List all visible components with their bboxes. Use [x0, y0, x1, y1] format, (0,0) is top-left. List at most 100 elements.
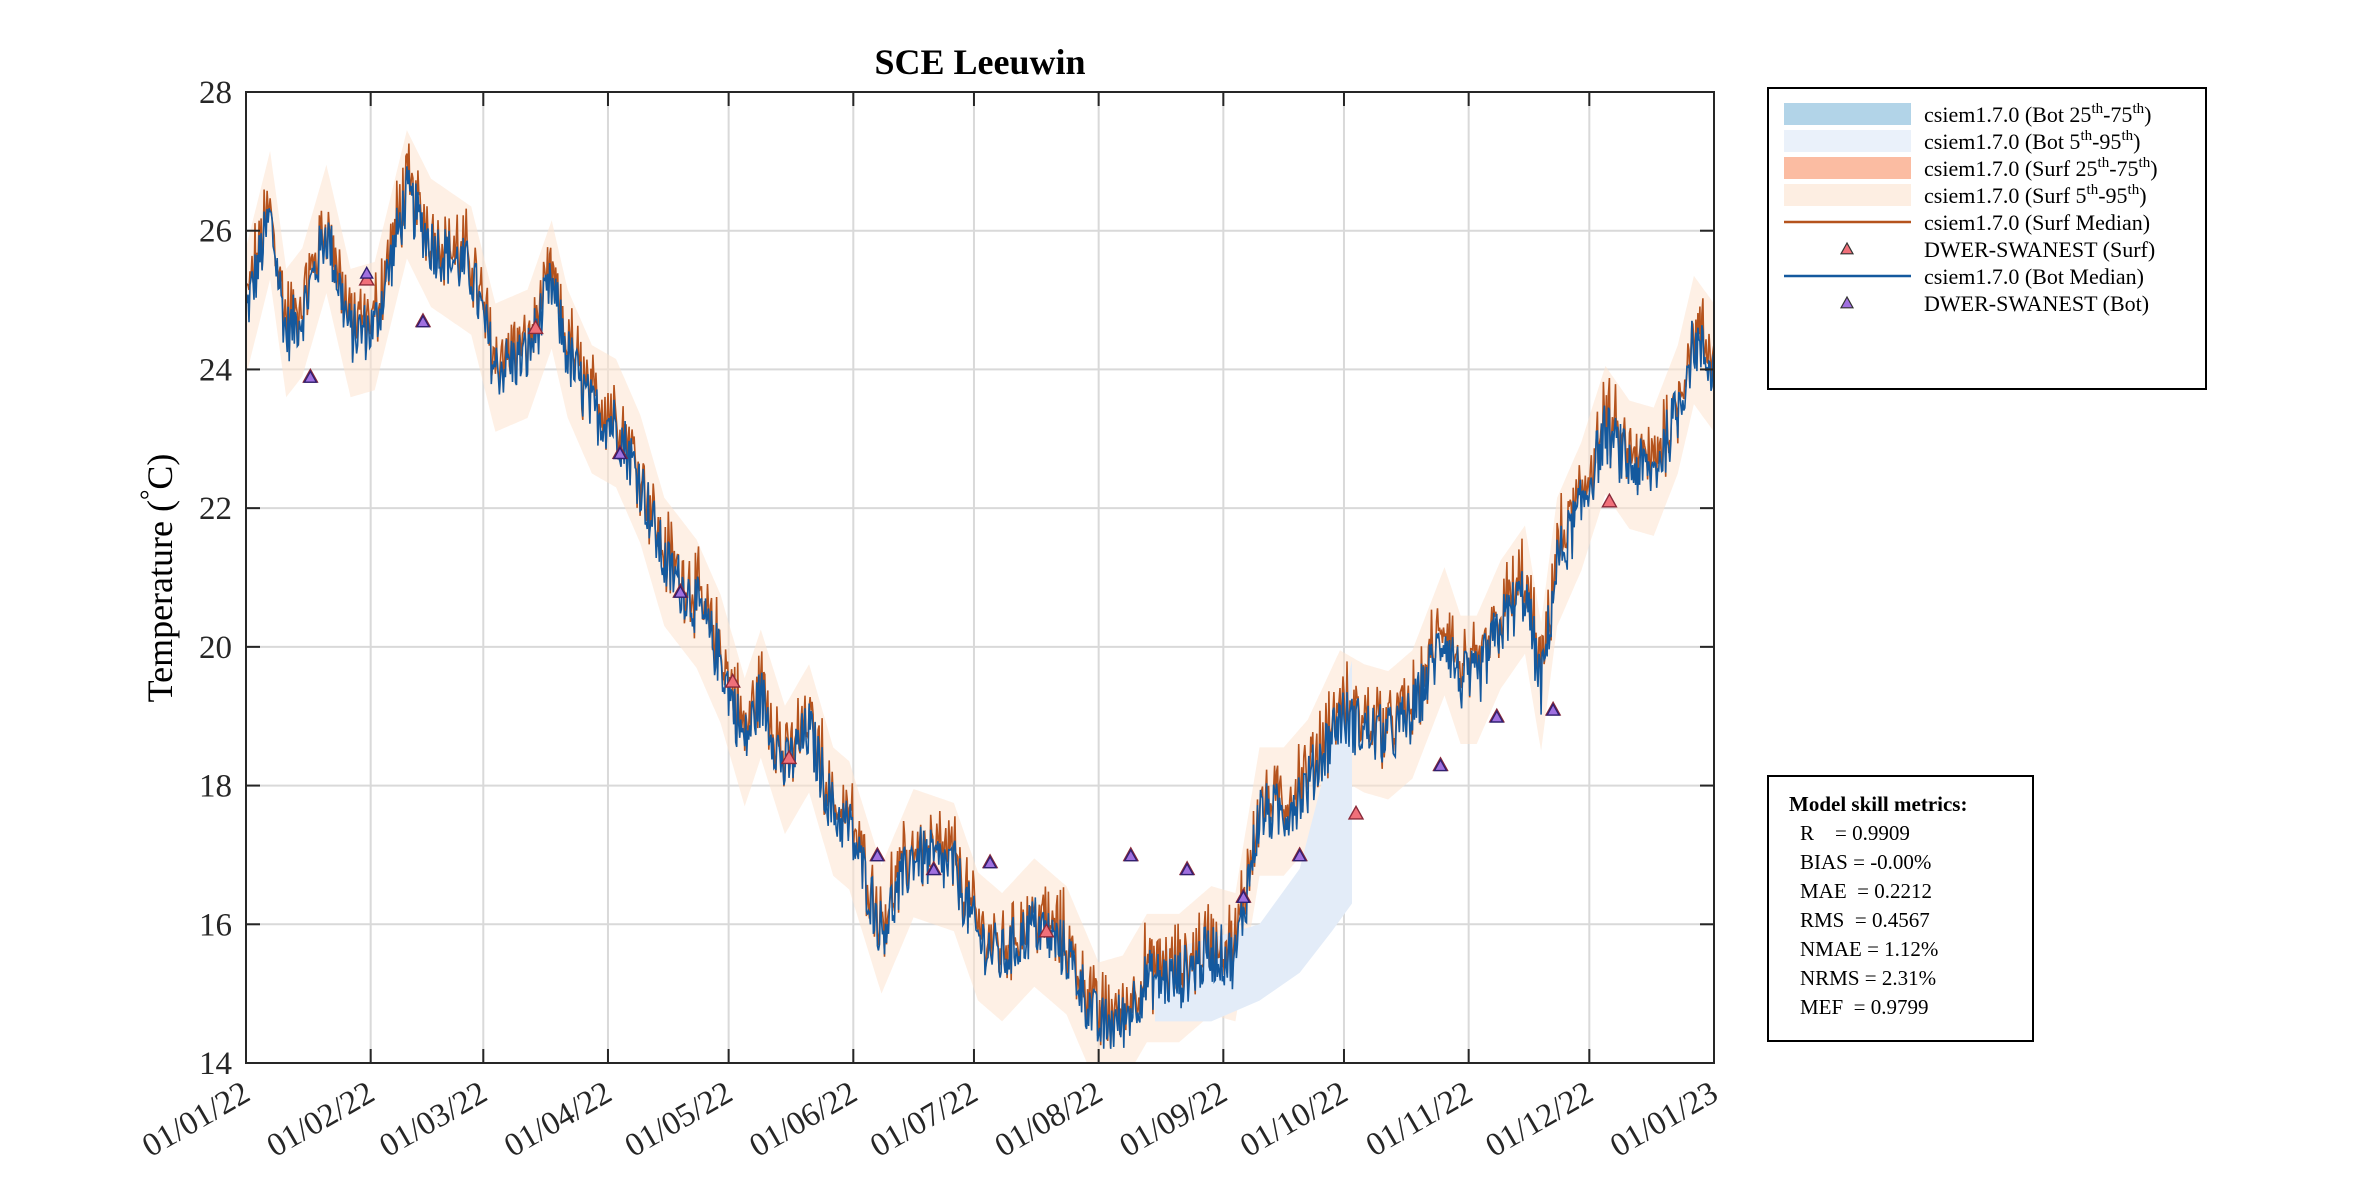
- obs-bot-marker: [982, 855, 998, 869]
- metric-line: NRMS = 2.31%: [1800, 966, 1936, 990]
- obs-bot-marker: [303, 369, 318, 383]
- legend-label-part: th: [2121, 128, 2133, 144]
- legend-label: DWER-SWANEST (Bot): [1924, 291, 2149, 316]
- legend-label-part: csiem1.7.0 (Surf 5: [1924, 183, 2087, 208]
- series: [245, 143, 1715, 1049]
- metric-line: RMS = 0.4567: [1800, 908, 1930, 932]
- y-axis-label-main: Temperature (: [140, 500, 180, 702]
- legend-label: csiem1.7.0 (Surf Median): [1924, 210, 2150, 235]
- x-tick-label: 01/04/22: [498, 1075, 618, 1165]
- obs-bot-marker: [415, 314, 431, 328]
- y-axis-label-degree: °: [135, 490, 164, 500]
- y-tick-label: 28: [199, 75, 232, 111]
- obs-bot-marker: [673, 584, 688, 598]
- metric-line: R = 0.9909: [1800, 821, 1910, 845]
- bot-percentile-band: [1155, 660, 1352, 1022]
- legend-swatch: [1839, 241, 1855, 255]
- legend-label-part: th: [2128, 182, 2140, 198]
- legend-swatch: [1784, 184, 1911, 206]
- y-tick-label: 22: [199, 491, 232, 527]
- obs-surf-marker: [1601, 492, 1618, 508]
- obs-bot-marker: [1236, 890, 1251, 903]
- legend-label-part: ): [2133, 129, 2140, 154]
- y-axis-tick-labels: 14 16 18 20 22 24 26 28: [199, 75, 232, 1082]
- legend-swatch: [1784, 130, 1911, 152]
- legend-label-part: ): [2139, 183, 2146, 208]
- legend-label: DWER-SWANEST (Surf): [1924, 237, 2155, 262]
- metric-line: MAE = 0.2212: [1800, 879, 1932, 903]
- legend-label-part: csiem1.7.0 (Bot 5: [1924, 129, 2080, 154]
- legend-label-part: -75: [2103, 102, 2132, 127]
- x-tick-label: 01/02/22: [261, 1075, 381, 1165]
- obs-bot-marker: [1179, 862, 1195, 876]
- legend-label-part: th: [2139, 155, 2151, 171]
- legend: csiem1.7.0 (Bot 25th-75th)csiem1.7.0 (Bo…: [1767, 87, 2207, 390]
- legend-label-part: csiem1.7.0 (Surf 25: [1924, 156, 2098, 181]
- obs-bot-marker: [1123, 848, 1138, 862]
- obs-bot-marker: [1433, 758, 1448, 772]
- y-axis-label-unit: C): [140, 454, 180, 490]
- obs-surf-marker: [1347, 804, 1365, 820]
- plot-frame: [245, 91, 1715, 1064]
- chart-title: SCE Leeuwin: [874, 42, 1085, 82]
- legend-swatch: [1784, 157, 1911, 179]
- legend-swatch: [1784, 103, 1911, 125]
- y-tick-label: 24: [199, 352, 232, 388]
- legend-label: csiem1.7.0 (Surf 5th-95th): [1924, 182, 2147, 208]
- x-tick-label: 01/08/22: [989, 1075, 1109, 1165]
- obs-bot-marker: [870, 848, 885, 862]
- legend-label: csiem1.7.0 (Bot 25th-75th): [1924, 101, 2151, 127]
- legend-label-part: -95: [2098, 183, 2127, 208]
- metric-line: NMAE = 1.12%: [1800, 937, 1938, 961]
- obs-bot-marker: [359, 265, 374, 279]
- metric-line: MEF = 0.9799: [1800, 995, 1929, 1019]
- legend-label-part: th: [2098, 155, 2110, 171]
- markers: [302, 265, 1618, 938]
- y-tick-label: 26: [199, 214, 232, 250]
- surf-percentile-band: [246, 130, 1714, 1064]
- x-tick-label: 01/10/22: [1234, 1075, 1354, 1165]
- metric-line: BIAS = -0.00%: [1800, 850, 1931, 874]
- obs-bot-marker: [1292, 848, 1307, 862]
- legend-label-part: -75: [2109, 156, 2138, 181]
- y-tick-label: 16: [199, 907, 232, 943]
- legend-label-part: th: [2087, 182, 2099, 198]
- metrics-title: Model skill metrics:: [1789, 792, 1967, 816]
- obs-surf-marker: [780, 749, 798, 765]
- obs-bot-marker: [926, 862, 941, 876]
- legend-label: csiem1.7.0 (Bot 5th-95th): [1924, 128, 2140, 154]
- skill-metrics-box: Model skill metrics: R = 0.9909 BIAS = -0…: [1767, 775, 2034, 1042]
- legend-label: csiem1.7.0 (Surf 25th-75th): [1924, 155, 2158, 181]
- plot-area: [245, 91, 1715, 1064]
- legend-label-part: -95: [2092, 129, 2121, 154]
- y-tick-label: 18: [199, 769, 232, 805]
- metrics-box-frame: [1767, 775, 2034, 1042]
- x-tick-label: 01/07/22: [864, 1075, 984, 1165]
- x-tick-label: 01/05/22: [619, 1075, 739, 1165]
- legend-swatch: [1839, 295, 1855, 309]
- legend-label-part: th: [2080, 128, 2092, 144]
- legend-label-part: ): [2144, 102, 2151, 127]
- ticks: [245, 91, 1715, 1064]
- legend-label-part: th: [2091, 101, 2103, 117]
- x-tick-label: 01/11/22: [1360, 1075, 1479, 1164]
- x-tick-label: 01/09/22: [1114, 1075, 1234, 1165]
- obs-bot-marker: [1489, 709, 1504, 723]
- obs-surf-marker: [724, 673, 741, 688]
- obs-surf-marker: [527, 319, 544, 335]
- x-tick-label: 01/06/22: [744, 1075, 864, 1165]
- bands: [246, 130, 1714, 1064]
- x-tick-label: 01/01/23: [1604, 1075, 1724, 1165]
- legend-label-part: th: [2132, 101, 2144, 117]
- legend-label-part: csiem1.7.0 (Bot 25: [1924, 102, 2091, 127]
- x-tick-label: 01/03/22: [374, 1075, 494, 1165]
- y-tick-label: 14: [199, 1046, 232, 1082]
- obs-bot-marker: [1545, 702, 1561, 716]
- obs-bot-marker: [612, 446, 628, 460]
- y-tick-label: 20: [199, 630, 232, 666]
- x-tick-label: 01/01/22: [136, 1075, 256, 1165]
- bot-median-line: [245, 166, 1715, 1049]
- legend-label-part: ): [2150, 156, 2157, 181]
